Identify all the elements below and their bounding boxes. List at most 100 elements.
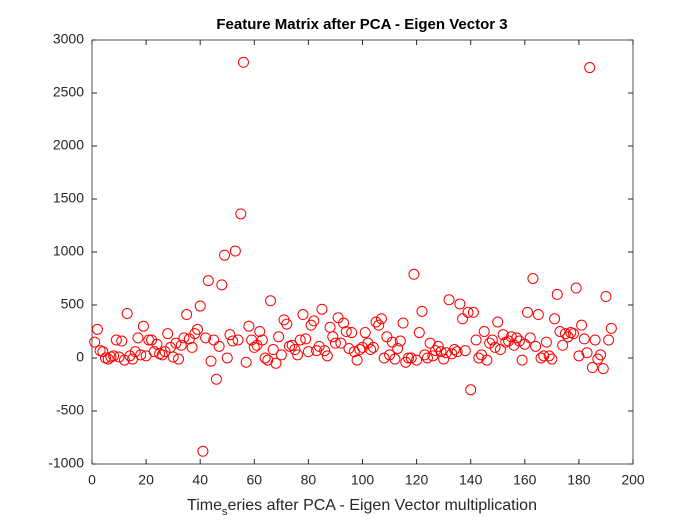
point — [589, 334, 601, 346]
point — [240, 356, 252, 368]
point — [375, 313, 387, 325]
x-tick-label: 0 — [88, 472, 96, 488]
point — [259, 352, 271, 364]
point — [573, 350, 585, 362]
point — [416, 305, 428, 317]
point — [137, 320, 149, 332]
point — [438, 353, 450, 365]
point — [281, 318, 293, 330]
point — [275, 349, 287, 361]
point — [538, 350, 550, 362]
point — [576, 319, 588, 331]
point — [570, 282, 582, 294]
point — [248, 341, 260, 353]
point — [156, 349, 168, 361]
point — [170, 337, 182, 349]
y-tick-label: 1500 — [53, 190, 84, 206]
point — [424, 337, 436, 349]
point — [549, 313, 561, 325]
x-tick-label: 40 — [192, 472, 208, 488]
point — [289, 344, 301, 356]
point — [597, 363, 609, 375]
point — [319, 345, 331, 357]
point — [216, 279, 228, 291]
point — [408, 268, 420, 280]
x-tick-label: 20 — [138, 472, 154, 488]
point — [527, 273, 539, 284]
point — [197, 445, 209, 457]
point — [265, 295, 277, 307]
x-label-part: eries after PCA - Eigen Vector multiplic… — [227, 497, 536, 514]
point — [343, 342, 355, 354]
point — [481, 354, 493, 366]
point — [297, 309, 309, 321]
y-tick-label: 2000 — [53, 137, 84, 153]
x-label-part: Time — [187, 497, 222, 514]
point — [102, 353, 114, 365]
point — [191, 323, 203, 335]
point — [492, 316, 504, 328]
point — [511, 332, 523, 344]
point — [367, 341, 379, 353]
point — [116, 335, 128, 347]
x-tick-label: 200 — [621, 472, 645, 488]
chart-title: Feature Matrix after PCA - Eigen Vector … — [216, 16, 507, 33]
point — [451, 346, 463, 358]
y-tick-label: 500 — [61, 296, 85, 312]
point — [121, 307, 133, 319]
point — [300, 333, 312, 345]
point — [219, 249, 231, 261]
point — [605, 322, 617, 334]
point — [443, 294, 455, 306]
point — [494, 344, 506, 356]
point — [108, 350, 120, 362]
point — [205, 355, 217, 367]
y-tick-label: 2500 — [53, 84, 84, 100]
point — [327, 331, 339, 343]
point — [351, 354, 363, 366]
point — [354, 344, 366, 356]
point — [148, 346, 160, 358]
point — [346, 327, 358, 339]
point — [254, 326, 266, 337]
point — [578, 333, 590, 345]
point — [413, 327, 425, 339]
point — [448, 344, 460, 356]
point — [567, 328, 579, 340]
point — [497, 329, 509, 341]
point — [559, 328, 571, 340]
point — [110, 334, 122, 346]
point — [227, 335, 239, 347]
point — [454, 298, 466, 310]
point — [554, 326, 566, 337]
point — [373, 319, 385, 331]
point — [467, 306, 479, 318]
point — [386, 336, 398, 348]
point — [402, 352, 414, 364]
point — [370, 316, 382, 328]
point — [435, 346, 447, 358]
point — [586, 362, 598, 374]
point — [394, 335, 406, 347]
point — [519, 338, 531, 350]
point — [167, 351, 179, 363]
point — [489, 341, 501, 353]
y-tick-label: 1000 — [53, 243, 84, 259]
point — [543, 350, 555, 362]
point — [432, 340, 444, 352]
y-tick-label: -500 — [56, 402, 84, 418]
point — [419, 349, 431, 361]
point — [532, 309, 544, 321]
point — [392, 342, 404, 354]
point — [129, 346, 141, 358]
point — [522, 306, 534, 318]
point — [321, 350, 333, 362]
point — [440, 347, 452, 359]
point — [338, 317, 350, 329]
point — [229, 245, 241, 257]
point — [389, 353, 401, 365]
point — [581, 347, 593, 359]
point — [405, 352, 417, 364]
point — [551, 288, 563, 300]
